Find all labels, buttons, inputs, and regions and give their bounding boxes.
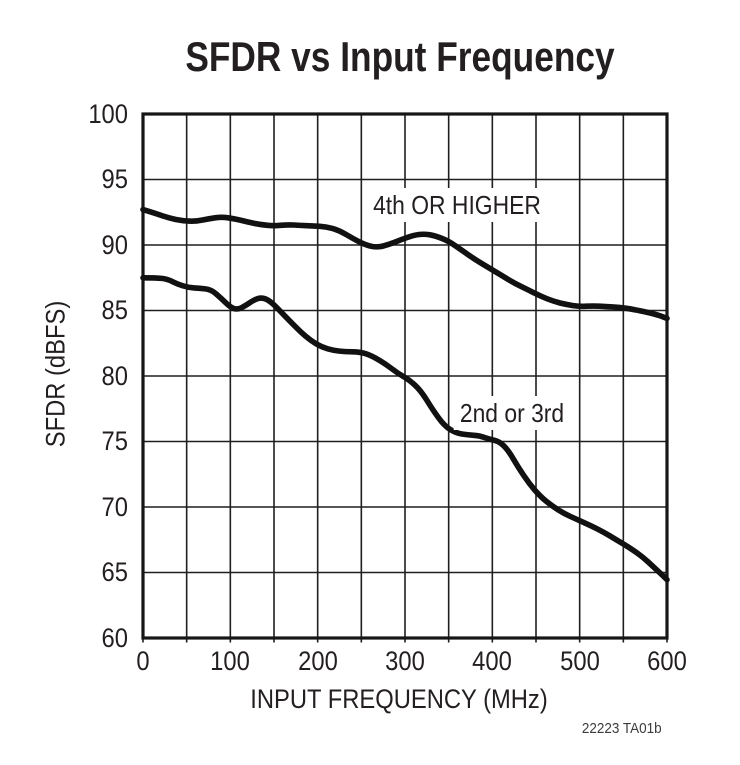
y-tick-label: 60 [101,622,128,653]
series-label-2nd-or-3rd: 2nd or 3rd [453,396,571,430]
x-tick-label: 100 [210,646,251,676]
x-tick-label: 500 [559,646,600,676]
series-label-4th-or-higher: 4th OR HIGHER [366,188,548,222]
y-tick-label: 70 [101,491,128,522]
x-tick-label: 300 [385,646,425,676]
figure-code: 22223 TA01b [582,720,662,737]
x-axis-title: INPUT FREQUENCY (MHz) [250,684,548,714]
x-tick-label: 200 [297,646,338,676]
x-tick-label: 0 [136,646,150,676]
y-tick-label: 80 [101,360,128,391]
y-tick-label: 75 [101,426,128,456]
curve-2nd-or-3rd [140,275,670,583]
y-tick-label: 95 [101,164,128,194]
y-tick-label: 65 [101,557,128,587]
x-tick-label: 400 [472,646,513,676]
y-tick-label: 90 [101,229,128,260]
y-tick-label: 100 [88,98,128,129]
chart-title: SFDR vs Input Frequency [185,33,615,80]
y-tick-label: 85 [101,295,128,325]
plot-frame [141,112,669,640]
curve-4th-or-higher [140,206,670,322]
x-tick-label: 600 [647,646,687,676]
